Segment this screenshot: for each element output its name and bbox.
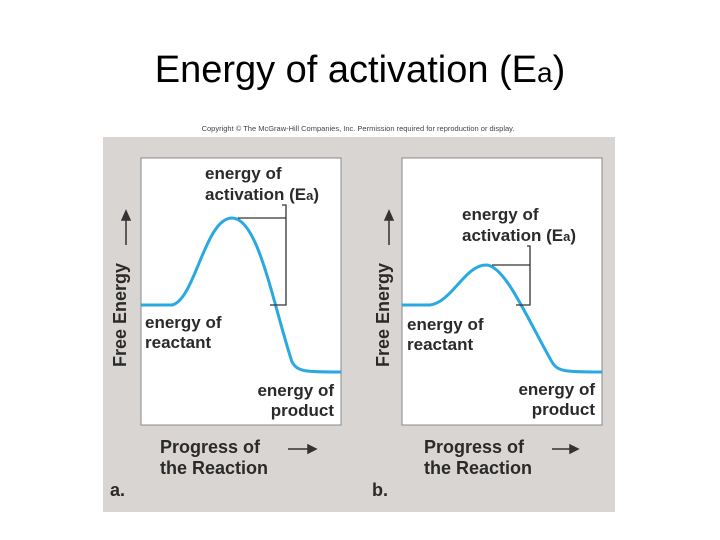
x-axis-label: Progress of [424, 437, 525, 457]
activation-bracket [238, 204, 287, 306]
slide-title: Energy of activation (Ea) [155, 49, 566, 91]
plot-area [140, 157, 342, 426]
plot-area [401, 157, 603, 426]
activation-subscript: a [306, 188, 314, 203]
panel-b: energy of activation (Ea) energy of reac… [372, 157, 603, 500]
activation-close: ) [313, 185, 319, 204]
panel-letter: a. [110, 480, 125, 500]
activation-label: activation (Ea) [205, 185, 319, 204]
y-axis-arrow [383, 209, 395, 245]
title-text: Energy of activation (E [155, 49, 537, 91]
activation-text: activation (E [462, 226, 563, 245]
activation-label: activation (Ea) [462, 226, 576, 245]
x-axis-arrow [288, 443, 318, 455]
activation-bracket [492, 245, 531, 306]
y-axis-label: Free Energy [373, 263, 393, 367]
x-axis-label: Progress of [160, 437, 261, 457]
energy-curve [141, 216, 342, 374]
product-label: product [271, 401, 335, 420]
activation-close: ) [570, 226, 576, 245]
copyright: Copyright © The McGraw-Hill Companies, I… [202, 124, 515, 133]
reactant-label: reactant [145, 333, 211, 352]
activation-text: activation (E [205, 185, 306, 204]
activation-label: energy of [462, 205, 539, 224]
reactant-label: energy of [407, 315, 484, 334]
product-label: energy of [518, 380, 595, 399]
activation-subscript: a [563, 229, 571, 244]
product-label: product [532, 400, 596, 419]
product-label: energy of [257, 381, 334, 400]
panel-letter: b. [372, 480, 388, 500]
x-axis-label: the Reaction [160, 458, 268, 478]
activation-label: energy of [205, 164, 282, 183]
y-axis-label: Free Energy [110, 263, 130, 367]
x-axis-label: the Reaction [424, 458, 532, 478]
x-axis-arrow [552, 443, 580, 455]
y-axis-arrow [120, 209, 132, 245]
title-close: ) [553, 49, 566, 91]
panel-a: energy of activation (Ea) energy of reac… [110, 157, 342, 500]
reactant-label: reactant [407, 335, 473, 354]
reactant-label: energy of [145, 313, 222, 332]
title-subscript: a [537, 57, 553, 88]
energy-curve [402, 263, 603, 374]
